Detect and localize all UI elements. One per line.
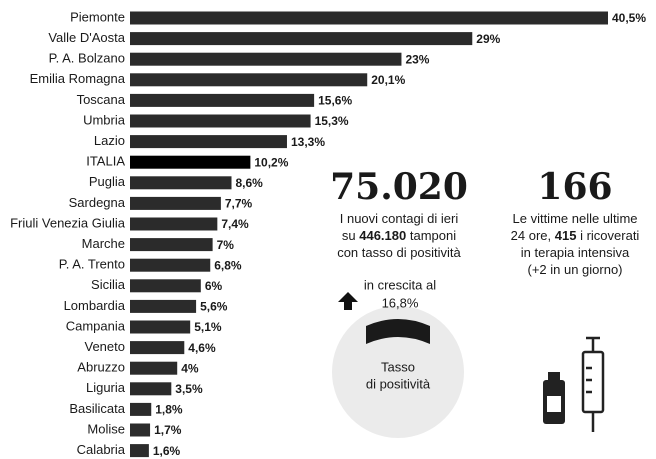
bar — [130, 176, 232, 190]
growth-text: in crescita al — [364, 277, 436, 292]
category-label: Veneto — [85, 339, 126, 354]
bar — [130, 402, 152, 416]
bar — [130, 11, 608, 25]
stat-number: 166 — [537, 166, 612, 208]
category-label: Sicilia — [91, 277, 126, 292]
stat-number: 75.020 — [330, 166, 468, 208]
value-label: 6,8% — [214, 258, 242, 272]
value-label: 40,5% — [612, 11, 646, 25]
stat-text-part: tamponi — [406, 228, 456, 243]
value-label: 13,3% — [291, 135, 325, 149]
value-label: 20,1% — [371, 73, 405, 87]
value-label: 1,8% — [155, 403, 183, 417]
value-label: 1,7% — [154, 423, 182, 437]
gauge-label: di positività — [366, 376, 431, 391]
category-label: P. A. Bolzano — [49, 51, 125, 66]
category-label: Piemonte — [70, 9, 125, 24]
bar — [130, 73, 368, 87]
stat-text: Le vittime nelle ultime — [513, 211, 638, 226]
bar — [130, 341, 185, 355]
bar — [130, 299, 197, 313]
gauge-band — [366, 319, 430, 344]
stat-text: in terapia intensiva — [521, 245, 630, 260]
bar — [130, 114, 311, 128]
growth-value: 16,8% — [382, 295, 419, 310]
value-label: 5,1% — [194, 320, 222, 334]
stat-text-part: su — [342, 228, 359, 243]
category-label: Basilicata — [69, 401, 125, 416]
value-label: 5,6% — [200, 300, 228, 314]
category-label: Valle D'Aosta — [48, 30, 125, 45]
bar — [130, 382, 172, 396]
category-label: Abruzzo — [77, 360, 125, 375]
category-label: P. A. Trento — [59, 257, 125, 272]
syringe-icon — [581, 336, 605, 432]
bar — [130, 320, 191, 334]
bar — [130, 93, 315, 107]
stat-text: su 446.180 tamponi — [342, 228, 456, 243]
stat-text-part: 446.180 — [359, 228, 406, 243]
category-label: Friuli Venezia Giulia — [10, 215, 126, 230]
value-label: 7,7% — [225, 197, 253, 211]
value-label: 23% — [405, 52, 429, 66]
vial-icon — [543, 372, 565, 424]
bar — [130, 196, 221, 210]
value-label: 6% — [205, 279, 223, 293]
value-label: 29% — [476, 32, 500, 46]
category-label: Calabria — [77, 442, 126, 457]
stat-text-part: Le vittime nelle ultime — [513, 211, 638, 226]
category-label: Lazio — [94, 133, 125, 148]
stat-text: con tasso di positività — [337, 245, 461, 260]
value-label: 8,6% — [236, 176, 264, 190]
gauge-label: Tasso — [381, 359, 415, 374]
value-label: 10,2% — [254, 155, 288, 169]
category-label: Sardegna — [69, 195, 126, 210]
stat-text-part: in terapia intensiva — [521, 245, 630, 260]
category-label: Marche — [82, 236, 125, 251]
stat-text: I nuovi contagi di ieri — [340, 211, 459, 226]
stat-text: (+2 in un giorno) — [527, 262, 622, 277]
category-label: Campania — [66, 318, 126, 333]
category-label: Lombardia — [64, 298, 126, 313]
bar — [130, 238, 213, 252]
category-label: Toscana — [77, 92, 126, 107]
bar — [130, 279, 201, 293]
bar — [130, 135, 287, 149]
value-label: 7,4% — [221, 217, 249, 231]
category-label: Molise — [87, 421, 125, 436]
stat-text-part: (+2 in un giorno) — [527, 262, 622, 277]
stat-text-part: i ricoverati — [576, 228, 639, 243]
value-label: 3,5% — [175, 382, 203, 396]
category-label: Umbria — [83, 112, 126, 127]
bar — [130, 361, 178, 375]
stat-text-part: I nuovi contagi di ieri — [340, 211, 459, 226]
bar — [130, 52, 402, 66]
bar — [130, 258, 211, 272]
stat-text-part: 415 — [555, 228, 577, 243]
value-label: 1,6% — [153, 444, 181, 458]
up-arrow — [338, 292, 358, 310]
value-label: 15,3% — [315, 114, 349, 128]
bar — [130, 444, 149, 458]
stat-text: 24 ore, 415 i ricoverati — [511, 228, 640, 243]
value-label: 7% — [217, 238, 235, 252]
stat-text-part: con tasso di positività — [337, 245, 461, 260]
value-label: 4% — [181, 361, 199, 375]
gauge-circle — [332, 306, 464, 438]
value-label: 4,6% — [188, 341, 216, 355]
value-label: 15,6% — [318, 94, 352, 108]
category-label: Puglia — [89, 174, 126, 189]
bar — [130, 155, 251, 169]
category-label: ITALIA — [86, 154, 125, 169]
bar — [130, 32, 473, 46]
category-label: Liguria — [86, 380, 126, 395]
bar — [130, 423, 151, 437]
gauge — [332, 306, 464, 438]
category-label: Emilia Romagna — [30, 71, 126, 86]
stat-text-part: 24 ore, — [511, 228, 555, 243]
bar — [130, 217, 218, 231]
